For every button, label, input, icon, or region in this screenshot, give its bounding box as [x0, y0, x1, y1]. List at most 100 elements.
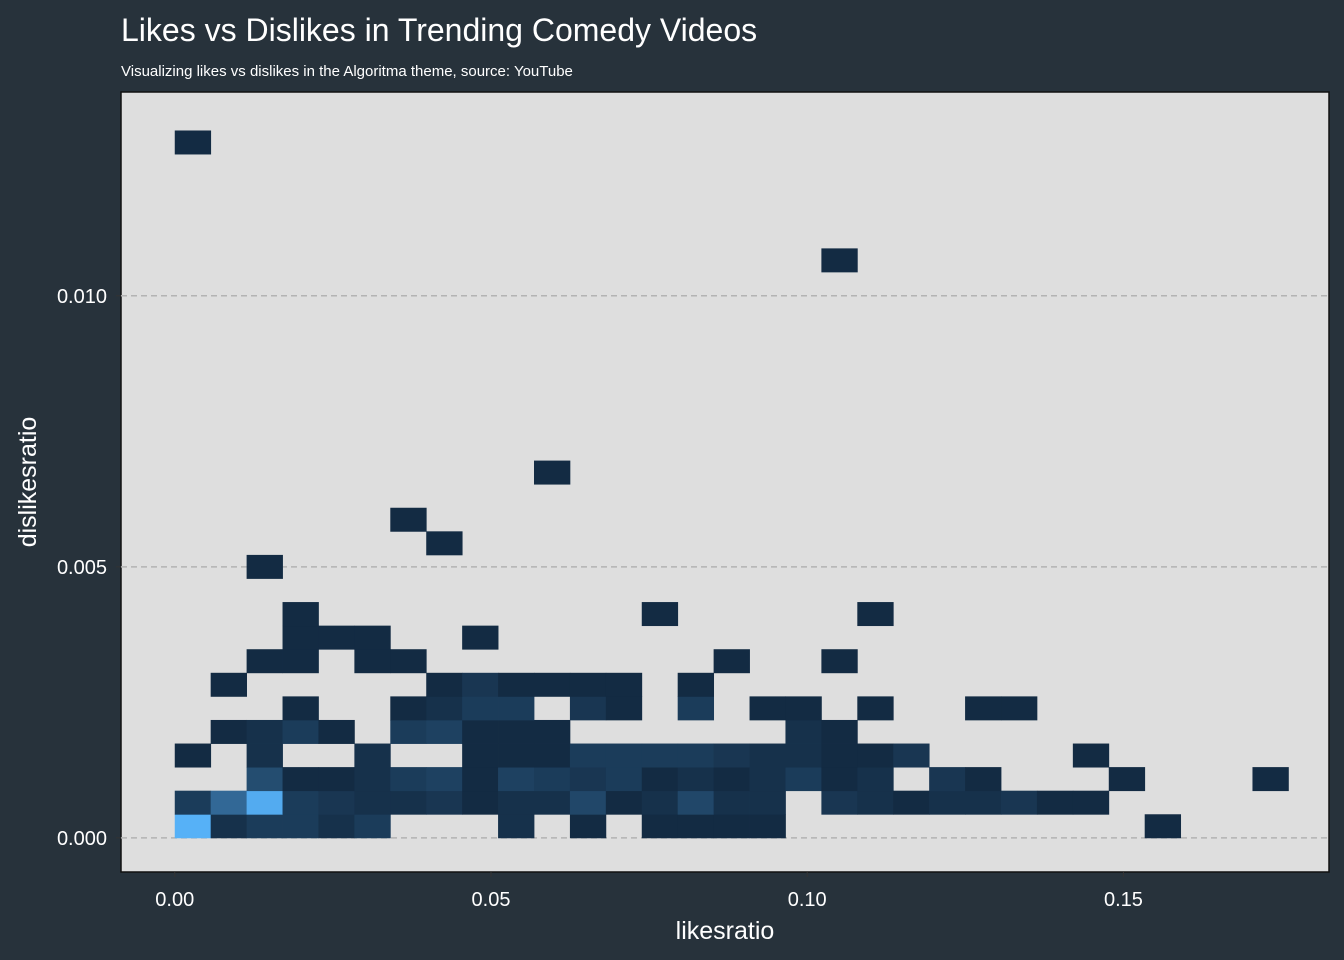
- heatmap-bin: [569, 790, 607, 815]
- heatmap-bin: [534, 743, 571, 768]
- heatmap-bin: [390, 649, 427, 674]
- heatmap-bin: [605, 790, 643, 815]
- heatmap-bin: [534, 460, 571, 485]
- heatmap-bin: [246, 554, 283, 579]
- heatmap-bin: [390, 767, 427, 792]
- heatmap-bin: [498, 790, 535, 815]
- x-axis-ticks: 0.00 0.05 0.10 0.15: [155, 872, 1143, 911]
- x-tick-label: 0.00: [155, 889, 194, 911]
- heatmap-bin: [677, 790, 715, 815]
- heatmap-bin: [282, 719, 319, 744]
- heatmap-bin: [677, 743, 715, 768]
- heatmap-bin: [534, 767, 571, 792]
- heatmap-bin: [713, 790, 750, 815]
- heatmap-bin: [210, 672, 247, 697]
- heatmap-bin: [677, 672, 715, 697]
- heatmap-bin: [677, 767, 715, 792]
- y-tick-label: 0.000: [57, 828, 107, 850]
- heatmap-bin: [246, 649, 283, 674]
- heatmap-bin: [174, 130, 212, 155]
- heatmap-bin: [462, 625, 499, 650]
- heatmap-bin: [498, 696, 535, 721]
- heatmap-bin: [354, 649, 391, 674]
- heatmap-bin: [282, 649, 319, 674]
- heatmap-bin: [426, 531, 463, 556]
- heatmap-bin: [965, 790, 1002, 815]
- heatmap-bin: [749, 790, 786, 815]
- heatmap-bin: [893, 743, 930, 768]
- heatmap-bin: [462, 672, 499, 697]
- heatmap-bin: [677, 696, 715, 721]
- heatmap-bin: [785, 743, 822, 768]
- heatmap-bin: [462, 719, 499, 744]
- heatmap-bin: [498, 767, 535, 792]
- heatmap-bin: [246, 767, 283, 792]
- heatmap-bin: [857, 790, 894, 815]
- heatmap-bin: [641, 790, 679, 815]
- heatmap-bin: [462, 790, 499, 815]
- heatmap-bin: [174, 790, 212, 815]
- heatmap-bin: [498, 814, 535, 839]
- heatmap-bin: [1072, 743, 1110, 768]
- heatmap-bin: [426, 672, 463, 697]
- heatmap-bin: [605, 672, 643, 697]
- heatmap-bin: [462, 696, 499, 721]
- heatmap-bin: [282, 602, 319, 627]
- x-axis-title: likesratio: [676, 917, 775, 945]
- heatmap-bin: [749, 767, 786, 792]
- heatmap-bin: [749, 814, 786, 839]
- heatmap-bin: [426, 767, 463, 792]
- x-tick-label: 0.05: [472, 889, 511, 911]
- heatmap-bin: [354, 814, 391, 839]
- heatmap-bin: [857, 602, 894, 627]
- heatmap-bin: [857, 696, 894, 721]
- heatmap-bin: [246, 790, 283, 815]
- heatmap-bin: [318, 767, 355, 792]
- heatmap-bin: [354, 790, 391, 815]
- heatmap-bin: [677, 814, 715, 839]
- heatmap-bin: [605, 743, 643, 768]
- heatmap-bin: [965, 767, 1002, 792]
- heatmap-bin: [390, 696, 427, 721]
- heatmap-bin: [426, 790, 463, 815]
- heatmap-bin: [282, 696, 319, 721]
- heatmap-bin: [569, 672, 607, 697]
- heatmap-bin: [821, 767, 858, 792]
- heatmap-bin: [1072, 790, 1110, 815]
- x-tick-label: 0.15: [1104, 889, 1143, 911]
- heatmap-bin: [713, 814, 750, 839]
- y-tick-label: 0.010: [57, 286, 107, 308]
- heatmap-bin: [965, 696, 1002, 721]
- heatmap-bin: [605, 767, 643, 792]
- heatmap-bin: [713, 743, 750, 768]
- heatmap-bin: [893, 790, 930, 815]
- y-axis-ticks: 0.000 0.005 0.010: [57, 286, 121, 850]
- heatmap-bin: [785, 696, 822, 721]
- heatmap-bin: [246, 719, 283, 744]
- heatmap-bin: [318, 625, 355, 650]
- heatmap-bin: [354, 625, 391, 650]
- heatmap-bin: [749, 743, 786, 768]
- heatmap-bin: [498, 743, 535, 768]
- heatmap-bin: [318, 790, 355, 815]
- heatmap-bin: [318, 814, 355, 839]
- heatmap-bin: [282, 625, 319, 650]
- y-tick-label: 0.005: [57, 557, 107, 579]
- heatmap-bin: [534, 719, 571, 744]
- heatmap-bin: [498, 719, 535, 744]
- heatmap-bin: [641, 743, 679, 768]
- heatmap-bin: [821, 248, 858, 273]
- heatmap-bin: [318, 719, 355, 744]
- heatmap-bin: [462, 767, 499, 792]
- heatmap-bin: [174, 743, 212, 768]
- heatmap-bin: [713, 767, 750, 792]
- heatmap-bin: [569, 814, 607, 839]
- heatmap-bin: [534, 672, 571, 697]
- heatmap-bin: [821, 649, 858, 674]
- chart-subtitle: Visualizing likes vs dislikes in the Alg…: [121, 63, 573, 80]
- heatmap-bin: [821, 743, 858, 768]
- heatmap-bin: [462, 743, 499, 768]
- heatmap-bin: [857, 767, 894, 792]
- heatmap-bin: [246, 743, 283, 768]
